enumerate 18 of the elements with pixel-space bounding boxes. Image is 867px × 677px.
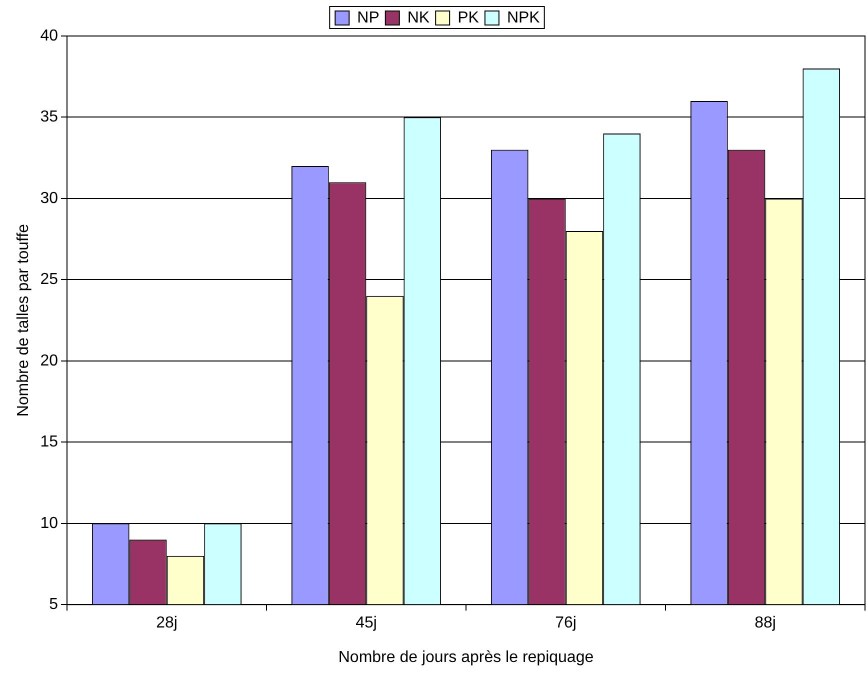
y-tick-label: 20	[40, 352, 58, 370]
y-tick-label: 35	[40, 108, 58, 126]
y-tick-label: 15	[40, 434, 58, 451]
y-tick-label: 40	[40, 27, 58, 44]
legend-label: NP	[357, 9, 380, 26]
x-tick-label: 28j	[156, 614, 178, 632]
y-tick-label: 30	[40, 190, 58, 207]
y-tick-label: 25	[40, 271, 58, 288]
y-tick-label: 5	[49, 596, 58, 614]
legend-label: NK	[407, 9, 430, 26]
y-axis-title: Nombre de talles par touffe	[15, 224, 32, 417]
legend-label: NPK	[506, 9, 540, 26]
x-tick-label: 76j	[555, 614, 576, 632]
x-tick-label: 45j	[356, 614, 377, 632]
x-tick-label: 88j	[754, 614, 776, 632]
y-tick-label: 10	[40, 514, 58, 532]
x-axis-title: Nombre de jours après le repiquage	[338, 648, 594, 666]
legend-label: PK	[458, 9, 480, 26]
